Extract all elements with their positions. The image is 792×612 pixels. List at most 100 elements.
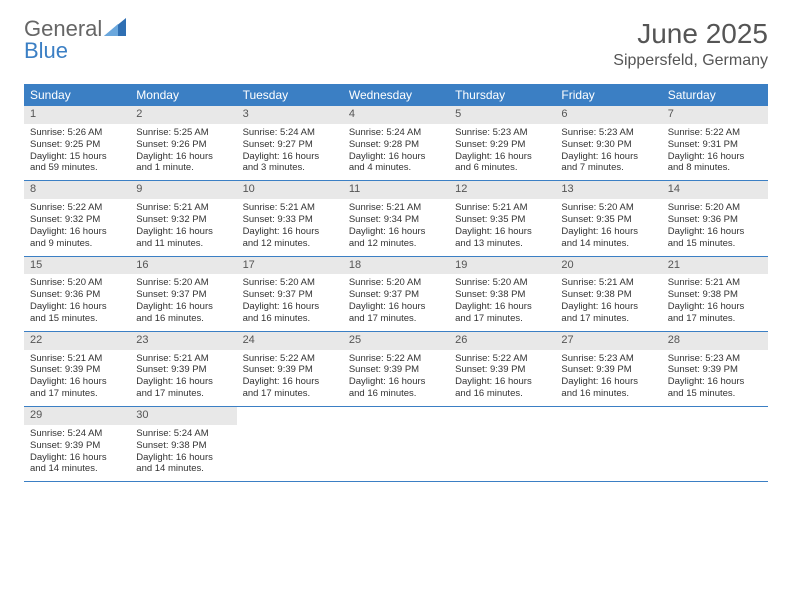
logo-text-blue: Blue [24, 38, 68, 63]
month-title: June 2025 [613, 18, 768, 50]
daylight-text: Daylight: 16 hours and 17 minutes. [349, 301, 443, 325]
day-number: 6 [555, 106, 661, 124]
sunrise-text: Sunrise: 5:25 AM [136, 127, 230, 139]
day-number: 29 [24, 407, 130, 425]
sunset-text: Sunset: 9:35 PM [561, 214, 655, 226]
day-number: 15 [24, 257, 130, 275]
sunset-text: Sunset: 9:34 PM [349, 214, 443, 226]
day-cell: 13Sunrise: 5:20 AMSunset: 9:35 PMDayligh… [555, 181, 661, 255]
logo-text: General Blue [24, 18, 128, 62]
sunset-text: Sunset: 9:26 PM [136, 139, 230, 151]
day-number: 25 [343, 332, 449, 350]
day-cell: 20Sunrise: 5:21 AMSunset: 9:38 PMDayligh… [555, 257, 661, 331]
day-cell: 21Sunrise: 5:21 AMSunset: 9:38 PMDayligh… [662, 257, 768, 331]
dow-friday: Friday [555, 84, 661, 106]
day-number: 30 [130, 407, 236, 425]
sunset-text: Sunset: 9:28 PM [349, 139, 443, 151]
day-body: Sunrise: 5:21 AMSunset: 9:39 PMDaylight:… [130, 353, 236, 401]
daylight-text: Daylight: 16 hours and 9 minutes. [30, 226, 124, 250]
sunset-text: Sunset: 9:39 PM [30, 364, 124, 376]
daylight-text: Daylight: 16 hours and 16 minutes. [243, 301, 337, 325]
day-body: Sunrise: 5:20 AMSunset: 9:35 PMDaylight:… [555, 202, 661, 250]
sunrise-text: Sunrise: 5:24 AM [30, 428, 124, 440]
dow-sunday: Sunday [24, 84, 130, 106]
day-cell: 23Sunrise: 5:21 AMSunset: 9:39 PMDayligh… [130, 332, 236, 406]
day-body: Sunrise: 5:20 AMSunset: 9:37 PMDaylight:… [237, 277, 343, 325]
daylight-text: Daylight: 16 hours and 14 minutes. [561, 226, 655, 250]
day-cell: 6 Sunrise: 5:23 AMSunset: 9:30 PMDaylight… [555, 106, 661, 180]
daylight-text: Daylight: 16 hours and 15 minutes. [668, 226, 762, 250]
sunset-text: Sunset: 9:39 PM [30, 440, 124, 452]
sunrise-text: Sunrise: 5:24 AM [136, 428, 230, 440]
day-body: Sunrise: 5:24 AMSunset: 9:39 PMDaylight:… [24, 428, 130, 476]
day-number: 18 [343, 257, 449, 275]
day-cell: 27 Sunrise: 5:23 AMSunset: 9:39 PMDayligh… [555, 332, 661, 406]
day-body: Sunrise: 5:21 AMSunset: 9:39 PMDaylight:… [24, 353, 130, 401]
daylight-text: Daylight: 16 hours and 17 minutes. [668, 301, 762, 325]
sunset-text: Sunset: 9:38 PM [136, 440, 230, 452]
sunrise-text: Sunrise: 5:21 AM [349, 202, 443, 214]
sunset-text: Sunset: 9:29 PM [455, 139, 549, 151]
day-number: 4 [343, 106, 449, 124]
sunrise-text: Sunrise: 5:20 AM [243, 277, 337, 289]
sunrise-text: Sunrise: 5:21 AM [136, 353, 230, 365]
day-cell: 29 Sunrise: 5:24 AMSunset: 9:39 PMDayligh… [24, 407, 130, 481]
dow-saturday: Saturday [662, 84, 768, 106]
daylight-text: Daylight: 16 hours and 4 minutes. [349, 151, 443, 175]
day-number: 1 [24, 106, 130, 124]
day-cell: 9Sunrise: 5:21 AMSunset: 9:32 PMDaylight… [130, 181, 236, 255]
day-body: Sunrise: 5:23 AMSunset: 9:30 PMDaylight:… [555, 127, 661, 175]
sunset-text: Sunset: 9:39 PM [668, 364, 762, 376]
sunset-text: Sunset: 9:39 PM [561, 364, 655, 376]
day-body: Sunrise: 5:22 AMSunset: 9:31 PMDaylight:… [662, 127, 768, 175]
sunset-text: Sunset: 9:39 PM [455, 364, 549, 376]
sunrise-text: Sunrise: 5:20 AM [668, 202, 762, 214]
daylight-text: Daylight: 16 hours and 15 minutes. [30, 301, 124, 325]
day-cell: 17 Sunrise: 5:20 AMSunset: 9:37 PMDayligh… [237, 257, 343, 331]
day-body: Sunrise: 5:20 AMSunset: 9:36 PMDaylight:… [662, 202, 768, 250]
day-cell: 11Sunrise: 5:21 AMSunset: 9:34 PMDayligh… [343, 181, 449, 255]
sunrise-text: Sunrise: 5:24 AM [243, 127, 337, 139]
day-cell: 8Sunrise: 5:22 AMSunset: 9:32 PMDaylight… [24, 181, 130, 255]
day-number: 8 [24, 181, 130, 199]
day-number: 17 [237, 257, 343, 275]
day-cell: 24Sunrise: 5:22 AMSunset: 9:39 PMDayligh… [237, 332, 343, 406]
day-cell: 28Sunrise: 5:23 AMSunset: 9:39 PMDayligh… [662, 332, 768, 406]
day-number: 2 [130, 106, 236, 124]
week-row: 22Sunrise: 5:21 AMSunset: 9:39 PMDayligh… [24, 332, 768, 407]
sunrise-text: Sunrise: 5:22 AM [243, 353, 337, 365]
daylight-text: Daylight: 16 hours and 17 minutes. [561, 301, 655, 325]
day-body: Sunrise: 5:23 AMSunset: 9:39 PMDaylight:… [662, 353, 768, 401]
day-body: Sunrise: 5:25 AMSunset: 9:26 PMDaylight:… [130, 127, 236, 175]
sunrise-text: Sunrise: 5:21 AM [561, 277, 655, 289]
sunrise-text: Sunrise: 5:21 AM [136, 202, 230, 214]
day-body: Sunrise: 5:20 AMSunset: 9:37 PMDaylight:… [130, 277, 236, 325]
daylight-text: Daylight: 16 hours and 17 minutes. [243, 376, 337, 400]
day-cell: 10Sunrise: 5:21 AMSunset: 9:33 PMDayligh… [237, 181, 343, 255]
sunset-text: Sunset: 9:33 PM [243, 214, 337, 226]
day-cell: 4Sunrise: 5:24 AMSunset: 9:28 PMDaylight… [343, 106, 449, 180]
day-body: Sunrise: 5:24 AMSunset: 9:27 PMDaylight:… [237, 127, 343, 175]
week-row: 8Sunrise: 5:22 AMSunset: 9:32 PMDaylight… [24, 181, 768, 256]
day-body: Sunrise: 5:21 AMSunset: 9:38 PMDaylight:… [662, 277, 768, 325]
sunrise-text: Sunrise: 5:20 AM [561, 202, 655, 214]
sunrise-text: Sunrise: 5:22 AM [349, 353, 443, 365]
daylight-text: Daylight: 15 hours and 59 minutes. [30, 151, 124, 175]
day-number: 9 [130, 181, 236, 199]
day-body: Sunrise: 5:20 AMSunset: 9:36 PMDaylight:… [24, 277, 130, 325]
day-number: 27 [555, 332, 661, 350]
sunrise-text: Sunrise: 5:23 AM [455, 127, 549, 139]
sunset-text: Sunset: 9:32 PM [136, 214, 230, 226]
day-cell: 14Sunrise: 5:20 AMSunset: 9:36 PMDayligh… [662, 181, 768, 255]
daylight-text: Daylight: 16 hours and 14 minutes. [136, 452, 230, 476]
calendar: Sunday Monday Tuesday Wednesday Thursday… [24, 84, 768, 482]
sunrise-text: Sunrise: 5:23 AM [561, 353, 655, 365]
daylight-text: Daylight: 16 hours and 12 minutes. [243, 226, 337, 250]
sunrise-text: Sunrise: 5:22 AM [455, 353, 549, 365]
daylight-text: Daylight: 16 hours and 3 minutes. [243, 151, 337, 175]
daylight-text: Daylight: 16 hours and 16 minutes. [561, 376, 655, 400]
day-cell: 25Sunrise: 5:22 AMSunset: 9:39 PMDayligh… [343, 332, 449, 406]
sunset-text: Sunset: 9:25 PM [30, 139, 124, 151]
daylight-text: Daylight: 16 hours and 1 minute. [136, 151, 230, 175]
sunset-text: Sunset: 9:32 PM [30, 214, 124, 226]
